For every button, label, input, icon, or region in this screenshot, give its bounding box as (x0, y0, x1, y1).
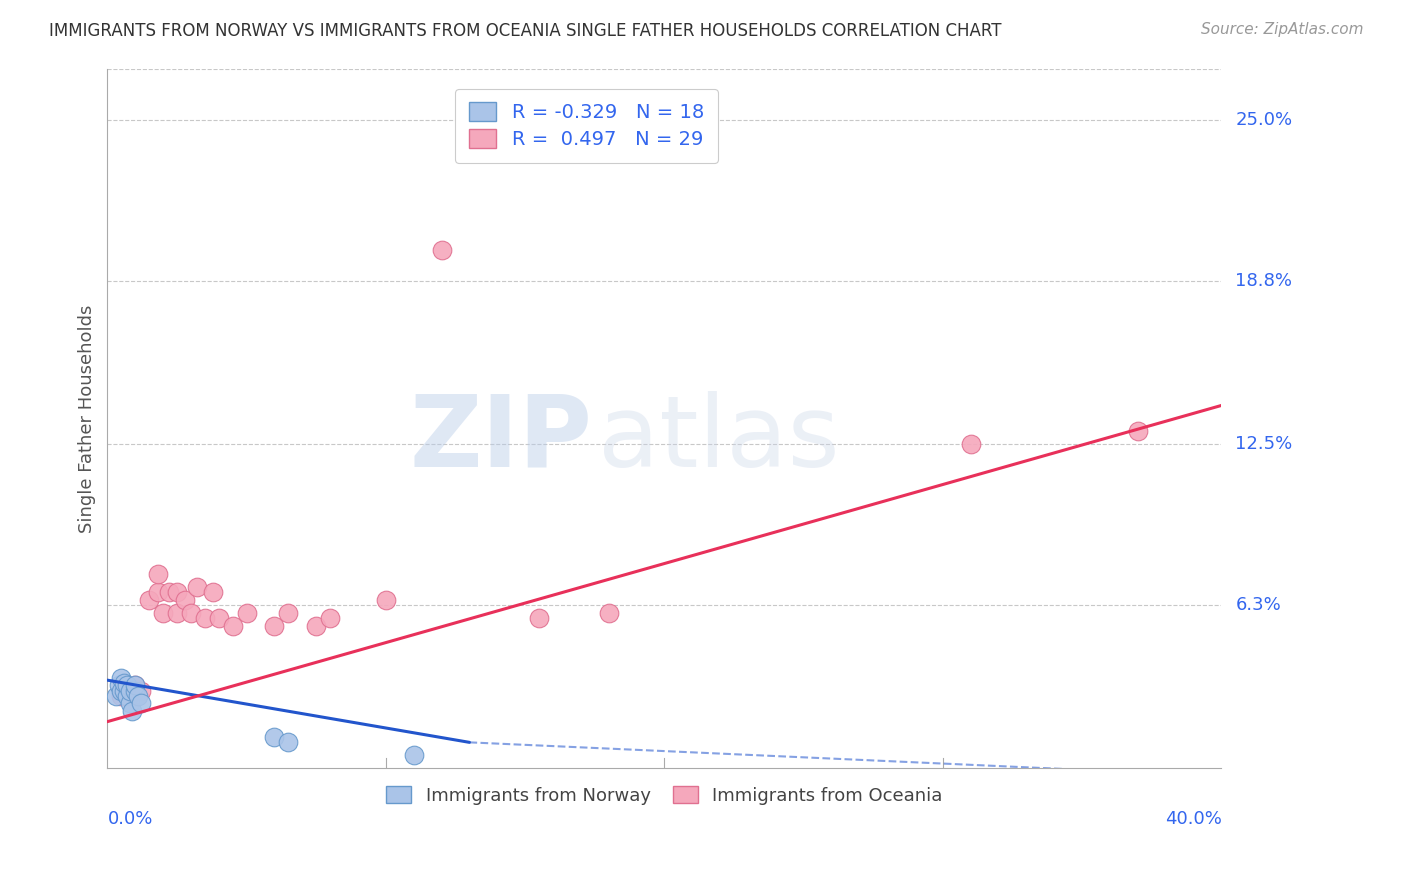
Text: Source: ZipAtlas.com: Source: ZipAtlas.com (1201, 22, 1364, 37)
Text: 40.0%: 40.0% (1164, 810, 1222, 828)
Point (118, 697, 141, 711)
Point (115, 678, 138, 692)
Point (202, 585, 225, 599)
Text: 6.3%: 6.3% (1236, 596, 1281, 614)
Point (107, 678, 129, 692)
Point (319, 611, 342, 625)
Point (374, 592, 396, 607)
Point (110, 683, 132, 698)
Point (138, 592, 160, 607)
Point (129, 697, 152, 711)
Text: 12.5%: 12.5% (1236, 435, 1292, 453)
Point (402, 748, 425, 763)
Point (277, 606, 299, 620)
Point (174, 592, 197, 607)
Point (1126, 425, 1149, 439)
Text: atlas: atlas (598, 391, 839, 488)
Point (180, 606, 202, 620)
Point (104, 689, 127, 703)
Point (110, 689, 132, 703)
Point (598, 606, 620, 620)
Point (121, 704, 143, 718)
Point (235, 606, 257, 620)
Point (129, 683, 152, 698)
Point (124, 678, 146, 692)
Legend: Immigrants from Norway, Immigrants from Oceania: Immigrants from Norway, Immigrants from … (380, 779, 950, 812)
Point (124, 678, 146, 692)
Point (166, 585, 188, 599)
Text: 0.0%: 0.0% (107, 810, 153, 828)
Point (124, 683, 146, 698)
Point (194, 611, 217, 625)
Point (208, 611, 231, 625)
Point (277, 735, 299, 749)
Point (157, 585, 180, 599)
Text: ZIP: ZIP (409, 391, 592, 488)
Point (115, 689, 138, 703)
Point (118, 683, 141, 698)
Point (127, 689, 149, 703)
Point (263, 618, 285, 632)
Text: 25.0%: 25.0% (1236, 112, 1292, 129)
Point (110, 671, 132, 685)
Point (152, 606, 174, 620)
Point (186, 580, 208, 594)
Point (305, 618, 328, 632)
Point (166, 606, 188, 620)
Point (430, 243, 453, 257)
Point (527, 611, 550, 625)
Point (146, 566, 169, 581)
Point (222, 618, 245, 632)
Point (112, 675, 135, 690)
Text: IMMIGRANTS FROM NORWAY VS IMMIGRANTS FROM OCEANIA SINGLE FATHER HOUSEHOLDS CORRE: IMMIGRANTS FROM NORWAY VS IMMIGRANTS FRO… (49, 22, 1001, 40)
Point (118, 683, 141, 698)
Point (146, 585, 169, 599)
Point (263, 730, 285, 744)
Point (112, 683, 135, 698)
Text: 18.8%: 18.8% (1236, 272, 1292, 290)
Point (959, 437, 981, 451)
Y-axis label: Single Father Households: Single Father Households (79, 304, 96, 533)
